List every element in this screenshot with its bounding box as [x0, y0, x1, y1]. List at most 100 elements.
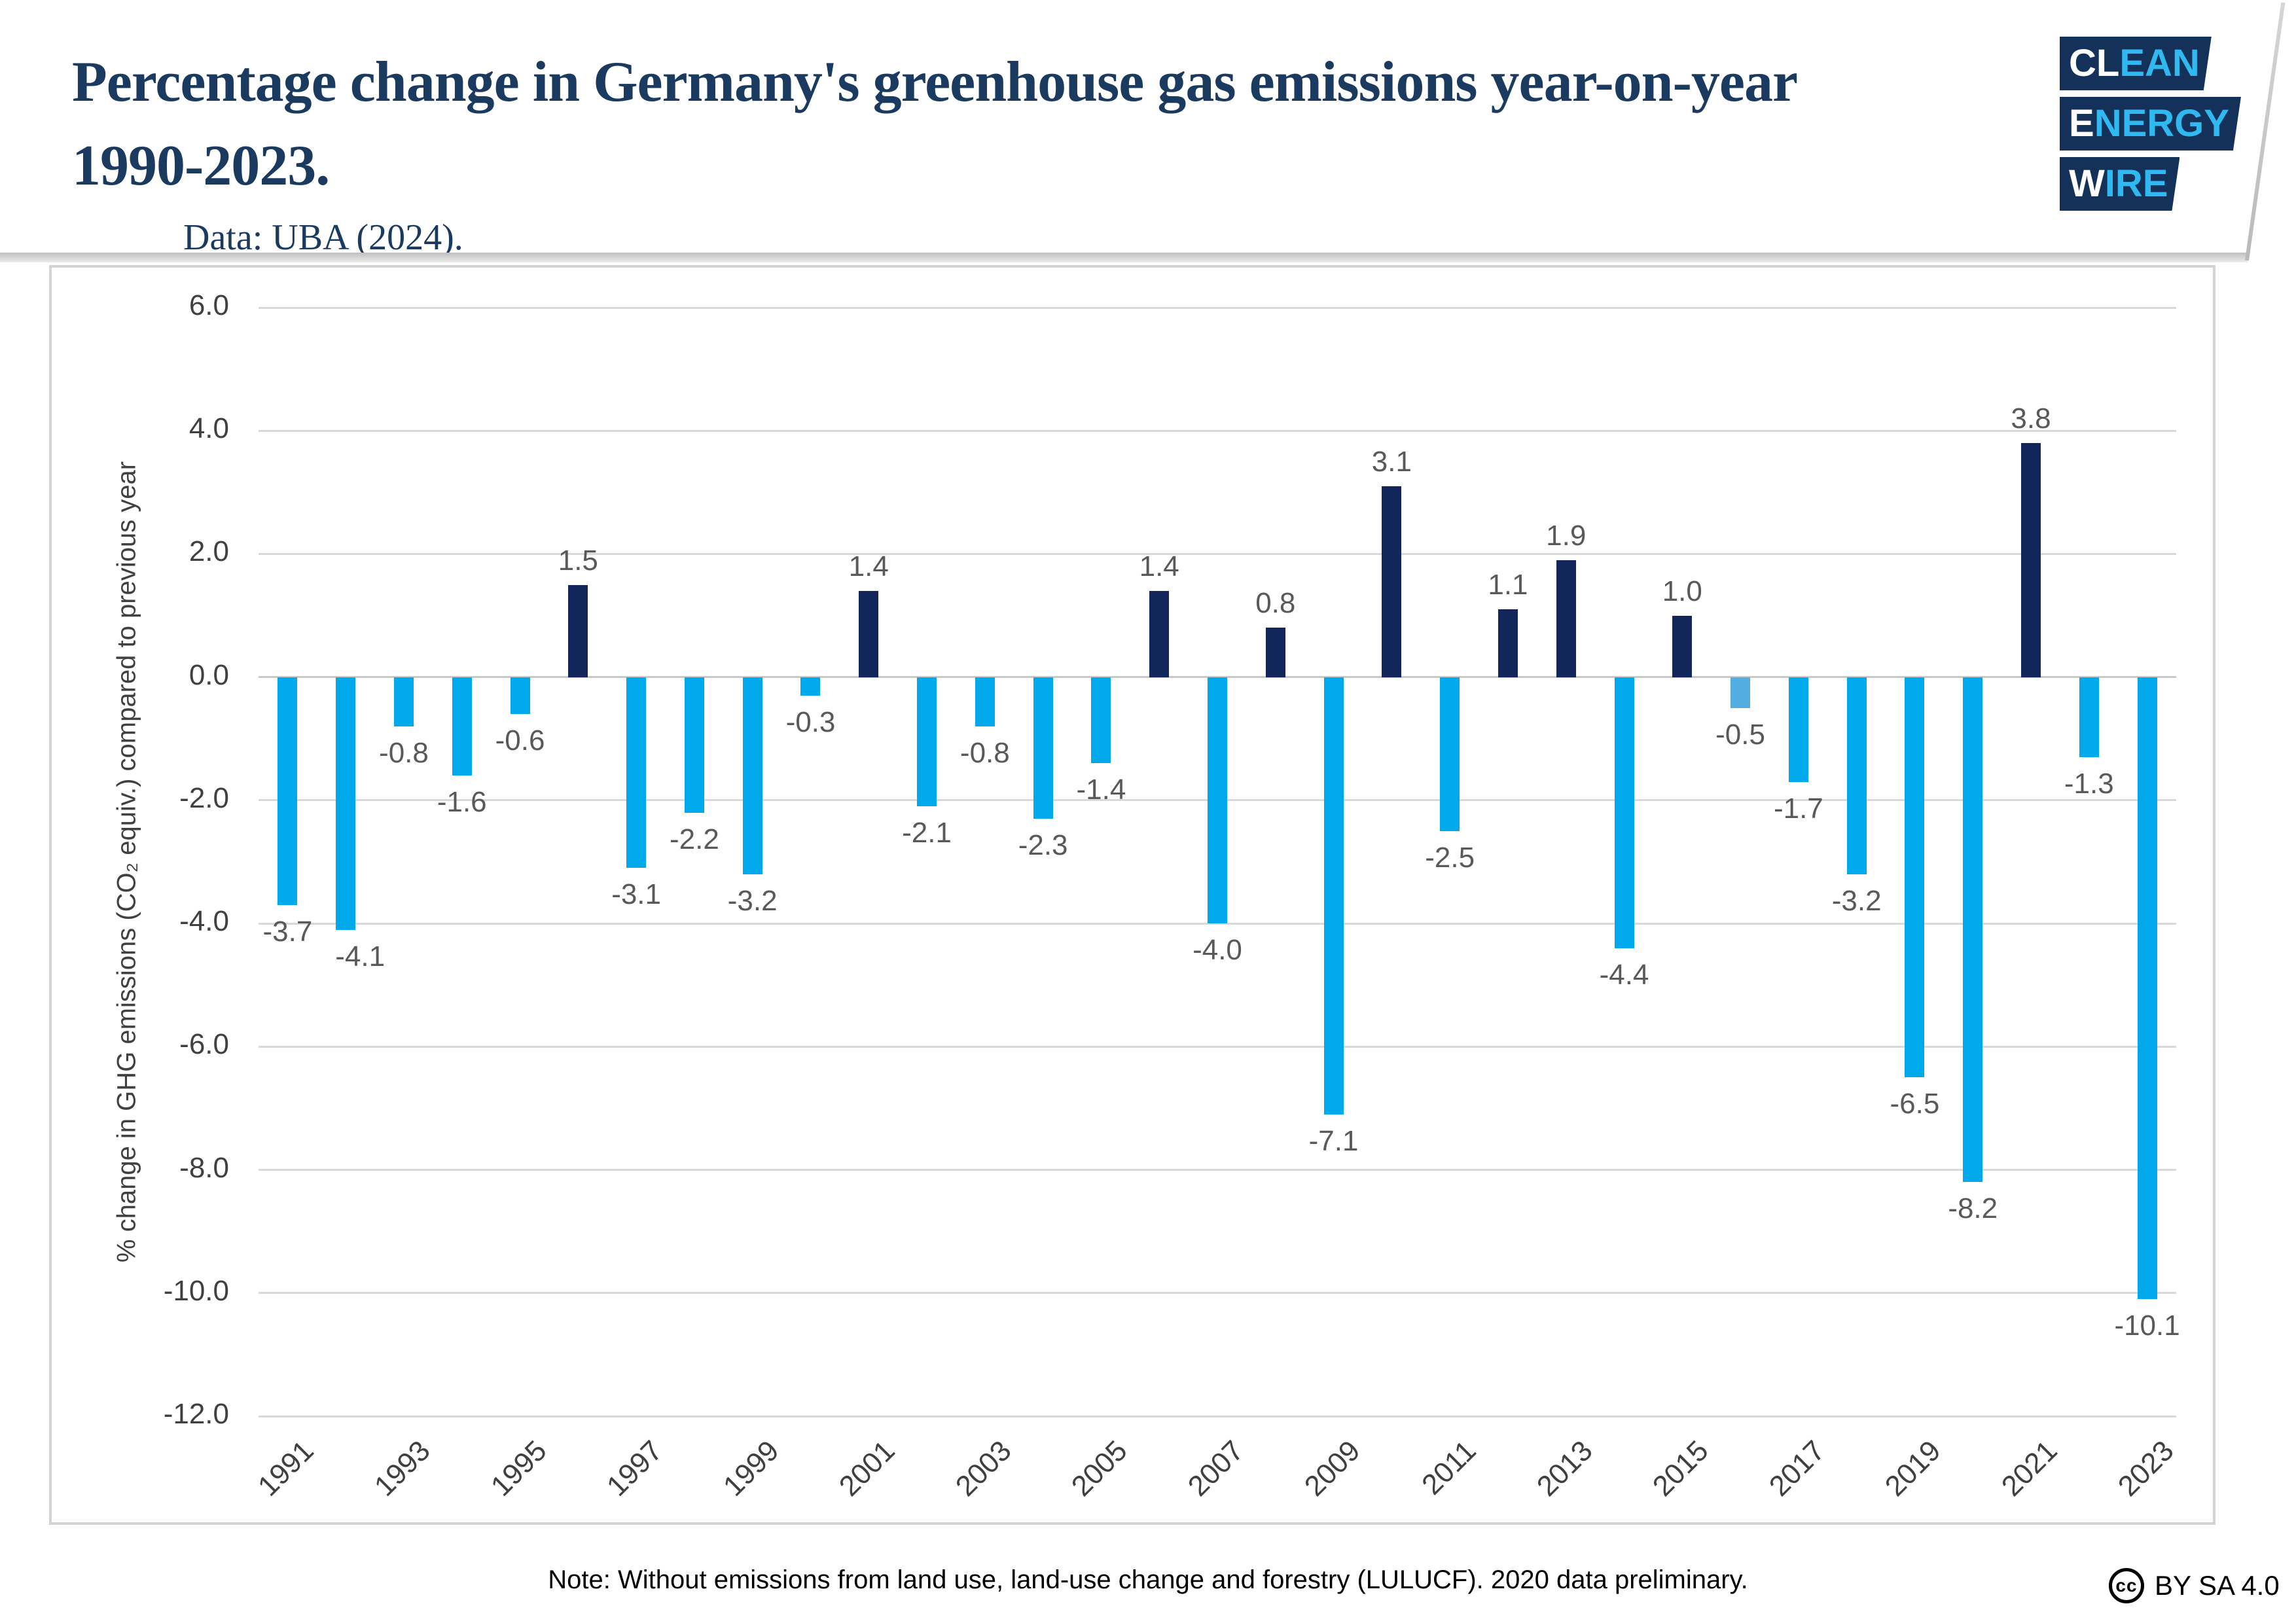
x-tick-label: 2005 [1066, 1435, 1134, 1503]
bar-1994 [452, 677, 472, 776]
bar-2017 [1788, 677, 1808, 782]
bar-2005 [1091, 677, 1111, 764]
gridline [259, 1045, 2176, 1048]
logo-white-text: W [2069, 162, 2105, 205]
x-tick-label: 2007 [1181, 1435, 1250, 1503]
bar-value-label: -1.7 [1773, 792, 1823, 825]
bar-1992 [336, 677, 356, 930]
x-tick-label: 2003 [949, 1435, 1018, 1503]
bar-2008 [1265, 628, 1285, 677]
x-tick-label: 2001 [833, 1435, 901, 1503]
bar-value-label: -7.1 [1308, 1124, 1359, 1157]
bar-value-label: -0.8 [960, 736, 1010, 769]
gridline [259, 429, 2176, 432]
y-tick-label: 6.0 [188, 289, 229, 321]
bar-2006 [1149, 590, 1170, 677]
bar-2015 [1672, 615, 1693, 677]
bar-2007 [1208, 677, 1227, 924]
y-tick-label: -8.0 [179, 1151, 229, 1184]
bar-value-label: -3.2 [727, 884, 778, 917]
y-axis-title: % change in GHG emissions (CO₂ equiv.) c… [112, 461, 141, 1263]
bar-value-label: -3.1 [611, 878, 662, 911]
bar-value-label: -4.4 [1599, 958, 1649, 991]
x-tick-label: 2017 [1763, 1435, 1831, 1503]
bar-value-label: 1.9 [1546, 519, 1587, 552]
bar-value-label: -4.0 [1193, 934, 1242, 967]
bar-value-label: 3.1 [1371, 445, 1412, 478]
y-tick-label: -12.0 [163, 1398, 229, 1430]
y-tick-label: 2.0 [188, 535, 229, 568]
bar-2014 [1614, 677, 1634, 948]
bar-2013 [1556, 560, 1576, 677]
bar-value-label: 0.8 [1255, 587, 1296, 620]
title-block: Percentage change in Germany's greenhous… [72, 41, 2036, 259]
logo-cyan-text: IRE [2104, 162, 2168, 205]
bar-2016 [1731, 677, 1751, 708]
bar-2003 [975, 677, 995, 726]
footer-note: Note: Without emissions from land use, l… [548, 1565, 1748, 1594]
x-tick-label: 2019 [1879, 1435, 1948, 1503]
bar-value-label: 1.1 [1488, 569, 1528, 601]
x-tick-label: 2011 [1416, 1435, 1482, 1501]
logo-row-energy: ENERGY [2060, 97, 2241, 151]
bar-value-label: -2.1 [902, 817, 952, 849]
logo-cyan-text: NERGY [2094, 102, 2229, 145]
y-tick-label: 0.0 [188, 658, 229, 691]
bar-2019 [1905, 677, 1925, 1078]
bar-2001 [859, 590, 879, 677]
header-shadow [0, 253, 2248, 262]
bar-2022 [2079, 677, 2099, 757]
bar-2004 [1033, 677, 1053, 819]
x-tick-label: 2009 [1298, 1435, 1367, 1503]
bar-value-label: 1.4 [1139, 550, 1179, 582]
bar-2011 [1440, 677, 1460, 831]
bar-value-label: -8.2 [1948, 1192, 1998, 1225]
bar-2023 [2137, 677, 2157, 1300]
x-tick-label: 2013 [1530, 1435, 1599, 1503]
bar-value-label: -2.5 [1425, 841, 1475, 874]
bar-value-label: -0.8 [379, 736, 429, 769]
bar-value-label: 1.4 [848, 550, 889, 582]
bar-chart-plot: 6.0 4.0 2.0 0.0 -2.0 -4.0 -6.0 -8.0 -10.0 -12.0 % … [52, 268, 2213, 1522]
x-tick-label: 2021 [1995, 1435, 2064, 1503]
x-tick-label: 1995 [484, 1435, 553, 1503]
bar-value-label: -3.7 [262, 915, 313, 948]
bar-value-label: 3.8 [2011, 402, 2051, 435]
logo-white-text: E [2069, 102, 2094, 145]
gridline [259, 552, 2176, 555]
gridline [259, 1292, 2176, 1294]
y-tick-label: -4.0 [179, 905, 229, 938]
bar-1998 [684, 677, 704, 813]
bar-2020 [1963, 677, 1983, 1183]
bar-value-label: -1.3 [2064, 768, 2114, 800]
license-label: BY SA 4.0 [2155, 1570, 2280, 1601]
bar-1995 [510, 677, 530, 715]
bar-1996 [568, 584, 588, 677]
gridline [259, 922, 2176, 925]
logo-row-wire: WIRE [2060, 157, 2179, 211]
bar-value-label: -6.5 [1890, 1088, 1940, 1120]
logo-row-clean: CLEAN [2060, 37, 2212, 90]
bar-2012 [1498, 609, 1518, 677]
bar-value-label: -0.3 [785, 705, 836, 738]
logo-white-text: CL [2069, 42, 2120, 84]
bar-2002 [917, 677, 937, 807]
gridline [259, 1169, 2176, 1171]
bar-1991 [278, 677, 298, 905]
bar-value-label: -0.5 [1715, 718, 1765, 751]
bar-2010 [1382, 486, 1402, 677]
bar-2000 [800, 677, 821, 696]
clean-energy-wire-logo: CLEAN ENERGY WIRE [2060, 37, 2241, 217]
x-tick-label: 1997 [600, 1435, 669, 1503]
bar-value-label: -2.3 [1018, 829, 1068, 862]
gridline [259, 1415, 2176, 1418]
logo-cyan-text: EAN [2119, 42, 2200, 84]
x-tick-label: 2023 [2111, 1435, 2180, 1503]
bar-value-label: -2.2 [669, 823, 719, 855]
y-tick-label: -10.0 [163, 1274, 229, 1307]
chart-panel: 6.0 4.0 2.0 0.0 -2.0 -4.0 -6.0 -8.0 -10.0 -12.0 % … [49, 265, 2215, 1525]
bar-1999 [742, 677, 762, 874]
bar-1993 [393, 677, 414, 726]
bar-2009 [1323, 677, 1344, 1115]
bar-1997 [626, 677, 647, 868]
